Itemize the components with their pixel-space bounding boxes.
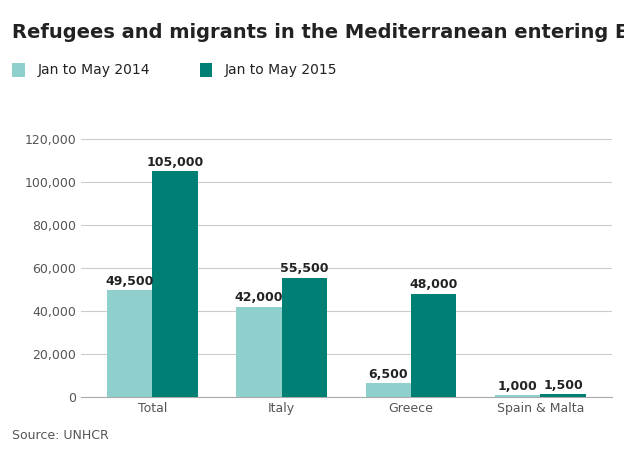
Bar xyxy=(411,294,456,397)
Text: Jan to May 2014: Jan to May 2014 xyxy=(37,63,150,77)
Text: 55,500: 55,500 xyxy=(280,262,328,276)
Text: Source: UNHCR: Source: UNHCR xyxy=(12,429,109,442)
Bar xyxy=(281,277,327,397)
Bar xyxy=(495,395,540,397)
Text: 48,000: 48,000 xyxy=(409,278,458,291)
Bar xyxy=(152,171,198,397)
Text: 42,000: 42,000 xyxy=(235,291,283,304)
Text: 49,500: 49,500 xyxy=(105,275,154,288)
Text: 1,500: 1,500 xyxy=(543,378,583,391)
Text: 1,000: 1,000 xyxy=(498,380,538,392)
Bar xyxy=(236,307,281,397)
Bar xyxy=(366,383,411,397)
Text: Refugees and migrants in the Mediterranean entering Europe: Refugees and migrants in the Mediterrane… xyxy=(12,23,624,41)
Text: 6,500: 6,500 xyxy=(369,368,408,381)
Text: 105,000: 105,000 xyxy=(146,156,203,169)
Text: Jan to May 2015: Jan to May 2015 xyxy=(225,63,337,77)
Bar xyxy=(540,394,586,397)
Bar xyxy=(107,290,152,397)
